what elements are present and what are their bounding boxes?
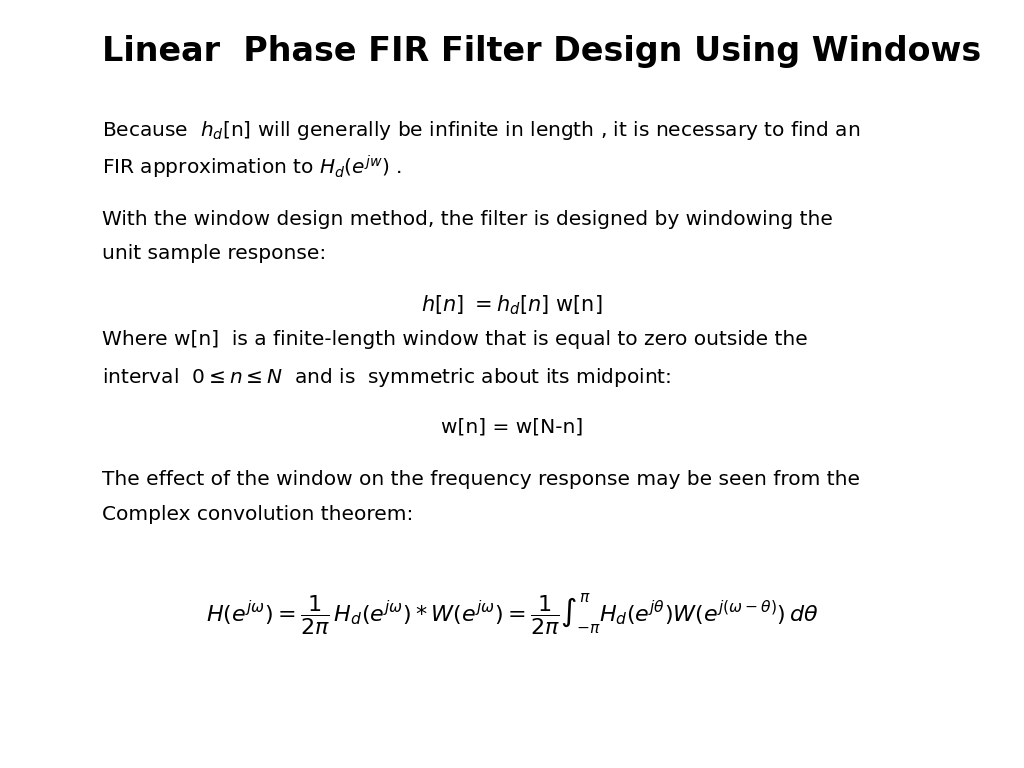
- Text: Linear  Phase FIR Filter Design Using Windows: Linear Phase FIR Filter Design Using Win…: [102, 35, 982, 68]
- Text: Because  $h_d$[n] will generally be infinite in length , it is necessary to find: Because $h_d$[n] will generally be infin…: [102, 119, 861, 142]
- Text: Complex convolution theorem:: Complex convolution theorem:: [102, 505, 414, 524]
- Text: FIR approximation to $H_d\left(e^{jw}\right)$ .: FIR approximation to $H_d\left(e^{jw}\ri…: [102, 154, 402, 180]
- Text: interval  $0 \leq n \leq N$  and is  symmetric about its midpoint:: interval $0 \leq n \leq N$ and is symmet…: [102, 366, 672, 389]
- Text: With the window design method, the filter is designed by windowing the: With the window design method, the filte…: [102, 210, 834, 229]
- Text: unit sample response:: unit sample response:: [102, 244, 327, 263]
- Text: $H(e^{j\omega}) = \dfrac{1}{2\pi}\, H_d(e^{j\omega}) * W(e^{j\omega}) = \dfrac{1: $H(e^{j\omega}) = \dfrac{1}{2\pi}\, H_d(…: [206, 591, 818, 637]
- Text: Where w[n]  is a finite-length window that is equal to zero outside the: Where w[n] is a finite-length window tha…: [102, 330, 808, 349]
- Text: w[n] = w[N-n]: w[n] = w[N-n]: [441, 418, 583, 437]
- Text: $h[n]\ {=}h_d[n]\ \mathrm{w[n]}$: $h[n]\ {=}h_d[n]\ \mathrm{w[n]}$: [421, 293, 603, 317]
- Text: The effect of the window on the frequency response may be seen from the: The effect of the window on the frequenc…: [102, 470, 860, 489]
